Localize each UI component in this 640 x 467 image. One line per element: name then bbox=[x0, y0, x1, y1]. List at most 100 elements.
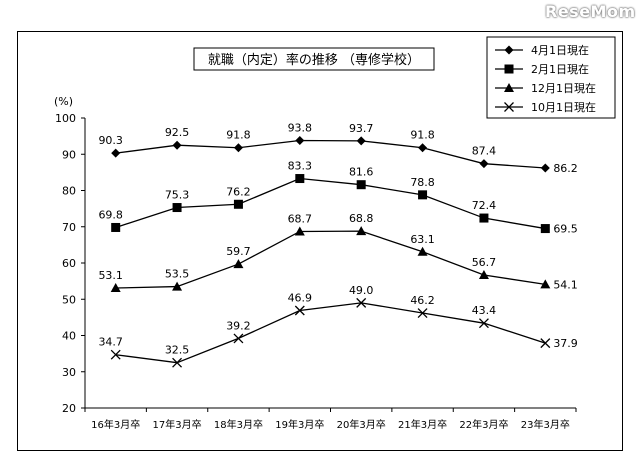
data-point-square bbox=[479, 213, 489, 223]
watermark-logo: ReseMom bbox=[545, 2, 636, 21]
data-label: 69.8 bbox=[98, 208, 123, 221]
data-label: 90.3 bbox=[98, 134, 123, 147]
data-label: 68.7 bbox=[288, 212, 313, 225]
data-label: 39.2 bbox=[226, 319, 251, 332]
data-point-square bbox=[233, 199, 243, 209]
data-point-square bbox=[295, 174, 305, 184]
data-label: 81.6 bbox=[349, 166, 374, 179]
data-label: 92.5 bbox=[165, 126, 190, 139]
data-label: 43.4 bbox=[472, 304, 497, 317]
chart-title: 就職（内定）率の推移 （専修学校） bbox=[208, 52, 420, 68]
y-tick-label: 70 bbox=[62, 221, 76, 234]
data-label: 53.1 bbox=[98, 269, 123, 282]
y-tick-label: 60 bbox=[62, 257, 76, 270]
data-label: 69.5 bbox=[553, 223, 578, 236]
legend-item: 10月1日現在 bbox=[495, 101, 596, 114]
data-label: 59.7 bbox=[226, 245, 251, 258]
data-point-triangle bbox=[356, 226, 367, 236]
x-tick-label: 17年3月卒 bbox=[153, 418, 202, 431]
chart-frame bbox=[17, 31, 623, 451]
data-point-x bbox=[110, 349, 121, 360]
data-point-diamond bbox=[504, 45, 514, 55]
x-tick-label: 21年3月卒 bbox=[398, 418, 447, 431]
legend-label: 4月1日現在 bbox=[531, 44, 589, 57]
y-tick-label: 100 bbox=[55, 112, 76, 125]
y-tick-label: 40 bbox=[62, 330, 76, 343]
data-point-diamond bbox=[233, 143, 243, 153]
legend-label: 2月1日現在 bbox=[531, 63, 589, 76]
data-point-diamond bbox=[172, 140, 182, 150]
chart-title-group: 就職（内定）率の推移 （専修学校） bbox=[193, 47, 435, 71]
data-point-square bbox=[504, 64, 514, 74]
data-point-x bbox=[233, 333, 244, 344]
data-point-square bbox=[356, 180, 366, 190]
legend-item: 2月1日現在 bbox=[495, 63, 589, 76]
data-point-x bbox=[504, 102, 514, 112]
data-label: 93.7 bbox=[349, 122, 374, 135]
data-label: 53.5 bbox=[165, 268, 190, 281]
data-point-x bbox=[294, 305, 305, 316]
data-point-square bbox=[111, 222, 121, 232]
data-point-diamond bbox=[479, 159, 489, 169]
data-label: 34.7 bbox=[98, 336, 123, 349]
y-tick-label: 50 bbox=[62, 293, 76, 306]
chart-title-box bbox=[193, 47, 435, 71]
data-point-x bbox=[356, 297, 367, 308]
data-label: 32.5 bbox=[165, 344, 190, 357]
y-tick-label: 20 bbox=[62, 402, 76, 415]
data-label: 68.8 bbox=[349, 212, 374, 225]
data-point-x bbox=[172, 357, 183, 368]
data-point-diamond bbox=[418, 143, 428, 153]
data-point-x bbox=[417, 308, 428, 318]
series-4: 34.7 32.5 39.2 46.9 49.0 46.2 43.4 37.9 bbox=[98, 284, 578, 368]
data-label: 56.7 bbox=[472, 256, 497, 269]
series-line bbox=[115, 177, 546, 230]
data-point-diamond bbox=[111, 148, 121, 158]
series-line bbox=[115, 230, 546, 289]
legend-label: 10月1日現在 bbox=[531, 101, 596, 114]
data-label: 63.1 bbox=[410, 233, 435, 246]
data-label: 83.3 bbox=[288, 160, 313, 173]
data-label: 46.2 bbox=[410, 294, 435, 307]
x-tick-label: 19年3月卒 bbox=[275, 418, 324, 431]
data-point-triangle bbox=[478, 269, 489, 279]
data-label: 49.0 bbox=[349, 284, 374, 297]
series-3: 53.1 53.5 59.7 68.7 68.8 63.1 56.7 54.1 bbox=[98, 212, 578, 293]
data-point-square bbox=[540, 224, 550, 234]
x-tick-label: 20年3月卒 bbox=[337, 418, 386, 431]
legend-item: 4月1日現在 bbox=[495, 44, 589, 57]
data-label: 72.4 bbox=[472, 199, 497, 212]
legend-label: 12月1日現在 bbox=[531, 82, 596, 95]
data-label: 93.8 bbox=[288, 121, 313, 134]
x-tick-label: 16年3月卒 bbox=[91, 418, 140, 431]
data-label: 37.9 bbox=[553, 337, 578, 350]
x-tick-label: 23年3月卒 bbox=[521, 418, 570, 431]
data-point-triangle bbox=[294, 226, 305, 236]
data-point-triangle bbox=[110, 283, 121, 293]
series-line bbox=[115, 139, 546, 169]
y-tick-label: 90 bbox=[62, 148, 76, 161]
data-label: 46.9 bbox=[288, 291, 313, 304]
x-tick-label: 18年3月卒 bbox=[214, 418, 263, 431]
data-point-triangle bbox=[233, 259, 244, 269]
data-point-x bbox=[478, 318, 489, 329]
data-point-triangle bbox=[172, 281, 183, 291]
data-point-diamond bbox=[540, 163, 550, 173]
data-point-diamond bbox=[295, 135, 305, 145]
series-2: 69.8 75.3 76.2 83.3 81.6 78.8 72.4 69.5 bbox=[98, 160, 577, 236]
data-label: 75.3 bbox=[165, 189, 190, 202]
data-label: 86.2 bbox=[553, 162, 578, 175]
data-point-square bbox=[172, 203, 182, 213]
y-axis-unit-label: (%) bbox=[54, 95, 73, 108]
data-label: 87.4 bbox=[472, 145, 497, 158]
series-line bbox=[115, 302, 546, 364]
y-tick-label: 30 bbox=[62, 366, 76, 379]
y-tick-label: 80 bbox=[62, 185, 76, 198]
data-label: 91.8 bbox=[226, 129, 251, 142]
x-tick-label: 22年3月卒 bbox=[459, 418, 508, 431]
series-1: 90.3 92.5 91.8 93.8 93.7 91.8 87.4 86.2 bbox=[98, 121, 577, 175]
data-point-triangle bbox=[417, 246, 428, 256]
data-point-triangle bbox=[540, 279, 551, 289]
data-label: 54.1 bbox=[553, 278, 578, 291]
